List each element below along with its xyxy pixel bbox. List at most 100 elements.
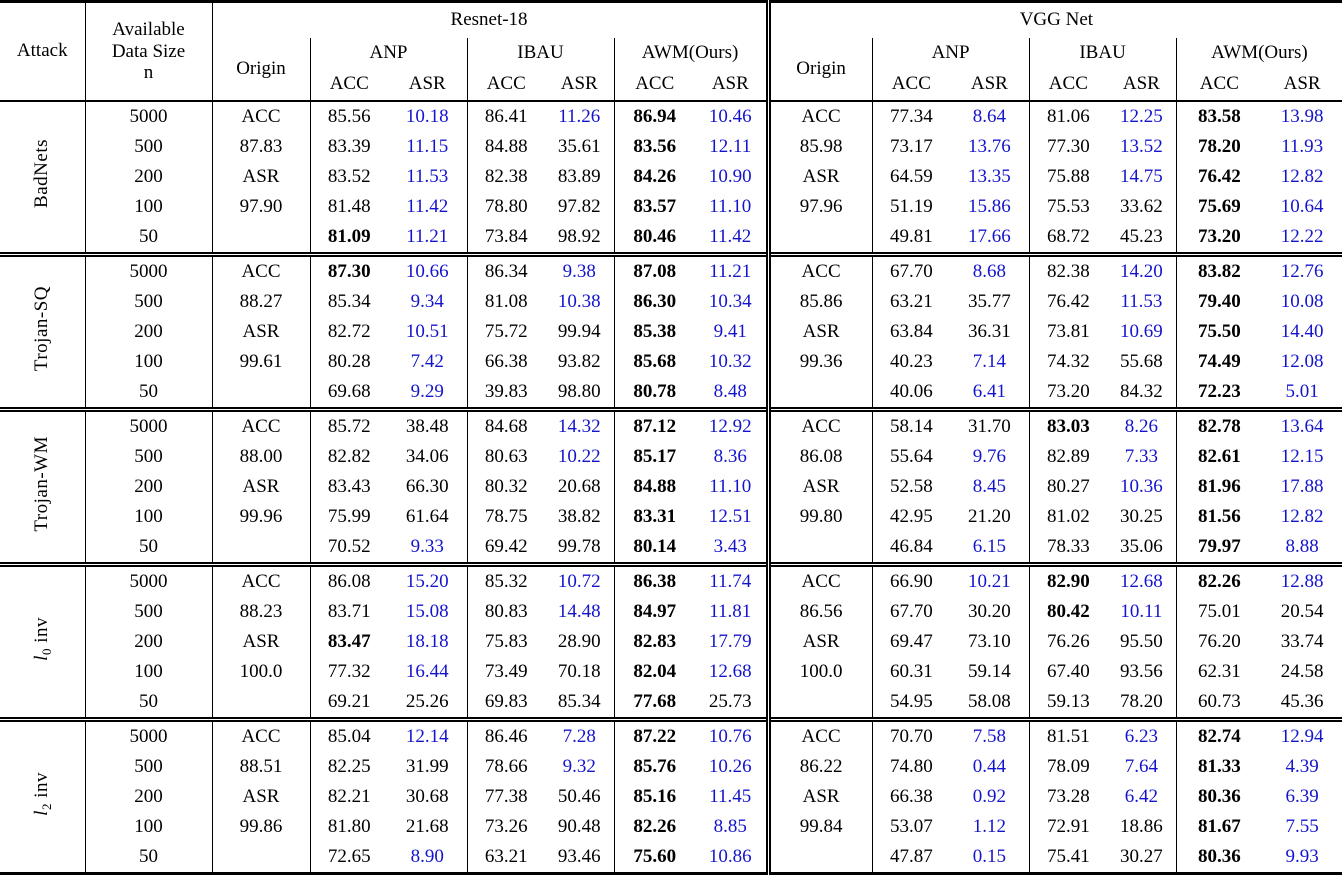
value-cell: 9.33 [410,535,444,557]
value-cell: 76.20 [1175,627,1263,657]
origin-cell: ACC [765,254,873,287]
method-header-awm-vggnet: AWM(Ours) [1175,38,1342,69]
value-cell: 70.52 [309,532,388,565]
metric-header-asr-awm-resnet18: ASR [711,73,749,95]
data-size-cell: 5000 [84,719,212,752]
value-cell: 12.76 [1280,260,1324,282]
origin-cell [211,842,310,874]
data-size-cell: 100 [84,812,212,842]
value-cell: 80.46 [613,222,695,255]
value-cell: 31.70 [967,415,1011,437]
value-cell: 82.04 [613,657,695,687]
value-cell: 12.82 [1280,505,1324,527]
value-cell: 5.01 [1285,380,1319,402]
value-cell: 80.63 [466,442,545,472]
value-cell: 95.50 [1119,630,1163,652]
origin-cell: 86.08 [765,442,873,472]
value-cell: 74.32 [1028,347,1108,377]
value-cell: 69.68 [309,377,388,410]
table-row: 500 88.00 82.82 34.06 80.63 10.22 85.17 8.36 86.… [0,442,1342,472]
value-cell: 73.81 [1028,317,1108,347]
value-cell: 81.48 [309,192,388,222]
value-cell: 82.83 [613,627,695,657]
value-cell: 6.15 [972,535,1006,557]
attack-label-l2-inv: l2 inv [0,720,85,874]
value-cell: 9.41 [713,320,747,342]
value-cell: 82.74 [1175,719,1263,752]
table-row: 100 100.0 77.32 16.44 73.49 70.18 82.04 12.68 10… [0,657,1342,687]
value-cell: 10.21 [967,570,1011,592]
origin-cell: 97.96 [765,192,873,222]
value-cell: 80.36 [1175,842,1263,874]
value-cell: 85.16 [613,782,695,812]
value-cell: 10.51 [405,320,449,342]
value-cell: 55.68 [1119,350,1163,372]
value-cell: 12.92 [708,415,752,437]
table-row: l0 inv 5000 ACC 86.08 15.20 85.32 10.72 86.38 11… [0,564,1342,661]
data-size-cell: 50 [84,377,212,410]
value-cell: 30.25 [1119,505,1163,527]
data-size-cell: 50 [84,222,212,255]
value-cell: 75.88 [1028,162,1108,192]
value-cell: 81.08 [466,287,545,317]
value-cell: 86.30 [613,287,695,317]
value-cell: 38.82 [557,505,601,527]
value-cell: 67.40 [1028,657,1108,687]
value-cell: 79.97 [1175,532,1263,565]
origin-cell: 85.98 [765,132,873,162]
value-cell: 72.65 [309,842,388,874]
value-cell: 86.08 [309,564,388,597]
value-cell: 77.34 [871,101,951,132]
value-cell: 8.26 [1124,415,1158,437]
value-cell: 80.32 [466,472,545,502]
value-cell: 87.08 [613,254,695,287]
value-cell: 75.69 [1175,192,1263,222]
value-cell: 10.46 [708,105,752,127]
value-cell: 50.46 [557,785,601,807]
value-cell: 73.49 [466,657,545,687]
attack-label-text: l2 inv [31,772,54,816]
table-row: l2 inv 5000 ACC 85.04 12.14 86.46 7.28 87.22 10.… [0,719,1342,816]
value-cell: 10.34 [708,290,752,312]
data-size-cell: 500 [84,287,212,317]
value-cell: 40.06 [871,377,951,410]
value-cell: 7.55 [1285,815,1319,837]
value-cell: 58.08 [967,690,1011,712]
value-cell: 10.38 [557,290,601,312]
data-size-cell: 200 [84,627,212,657]
value-cell: 81.67 [1175,812,1263,842]
value-cell: 66.38 [466,347,545,377]
value-cell: 15.20 [405,570,449,592]
value-cell: 85.34 [557,690,601,712]
data-size-cell: 500 [84,597,212,627]
value-cell: 81.33 [1175,752,1263,782]
attack-label-sub: 2 [38,802,54,810]
value-cell: 10.18 [405,105,449,127]
value-cell: 55.64 [871,442,951,472]
value-cell: 90.48 [557,815,601,837]
value-cell: 12.15 [1280,445,1324,467]
value-cell: 12.51 [708,505,752,527]
value-cell: 75.99 [309,502,388,532]
value-cell: 84.68 [466,409,545,442]
origin-cell [765,532,873,565]
value-cell: 81.02 [1028,502,1108,532]
table-row: 500 88.51 82.25 31.99 78.66 9.32 85.76 10.26 86.… [0,752,1342,782]
value-cell: 10.32 [708,350,752,372]
value-cell: 76.42 [1175,162,1263,192]
section-trojan-wm: Trojan-WM 5000 ACC 85.72 38.48 84.68 14.32 87.1… [0,409,1342,565]
metric-header-acc-ibau-resnet18: ACC [466,69,545,101]
value-cell: 10.08 [1280,290,1324,312]
value-cell: 8.85 [713,815,747,837]
value-cell: 10.72 [557,570,601,592]
value-cell: 8.45 [972,475,1006,497]
value-cell: 7.42 [410,350,444,372]
origin-cell: 88.27 [211,287,310,317]
value-cell: 70.18 [557,660,601,682]
metric-header-asr-awm-vggnet: ASR [1283,73,1321,95]
value-cell: 82.61 [1175,442,1263,472]
value-cell: 30.20 [967,600,1011,622]
attack-label-l0-inv: l0 inv [0,565,85,720]
value-cell: 73.10 [967,630,1011,652]
